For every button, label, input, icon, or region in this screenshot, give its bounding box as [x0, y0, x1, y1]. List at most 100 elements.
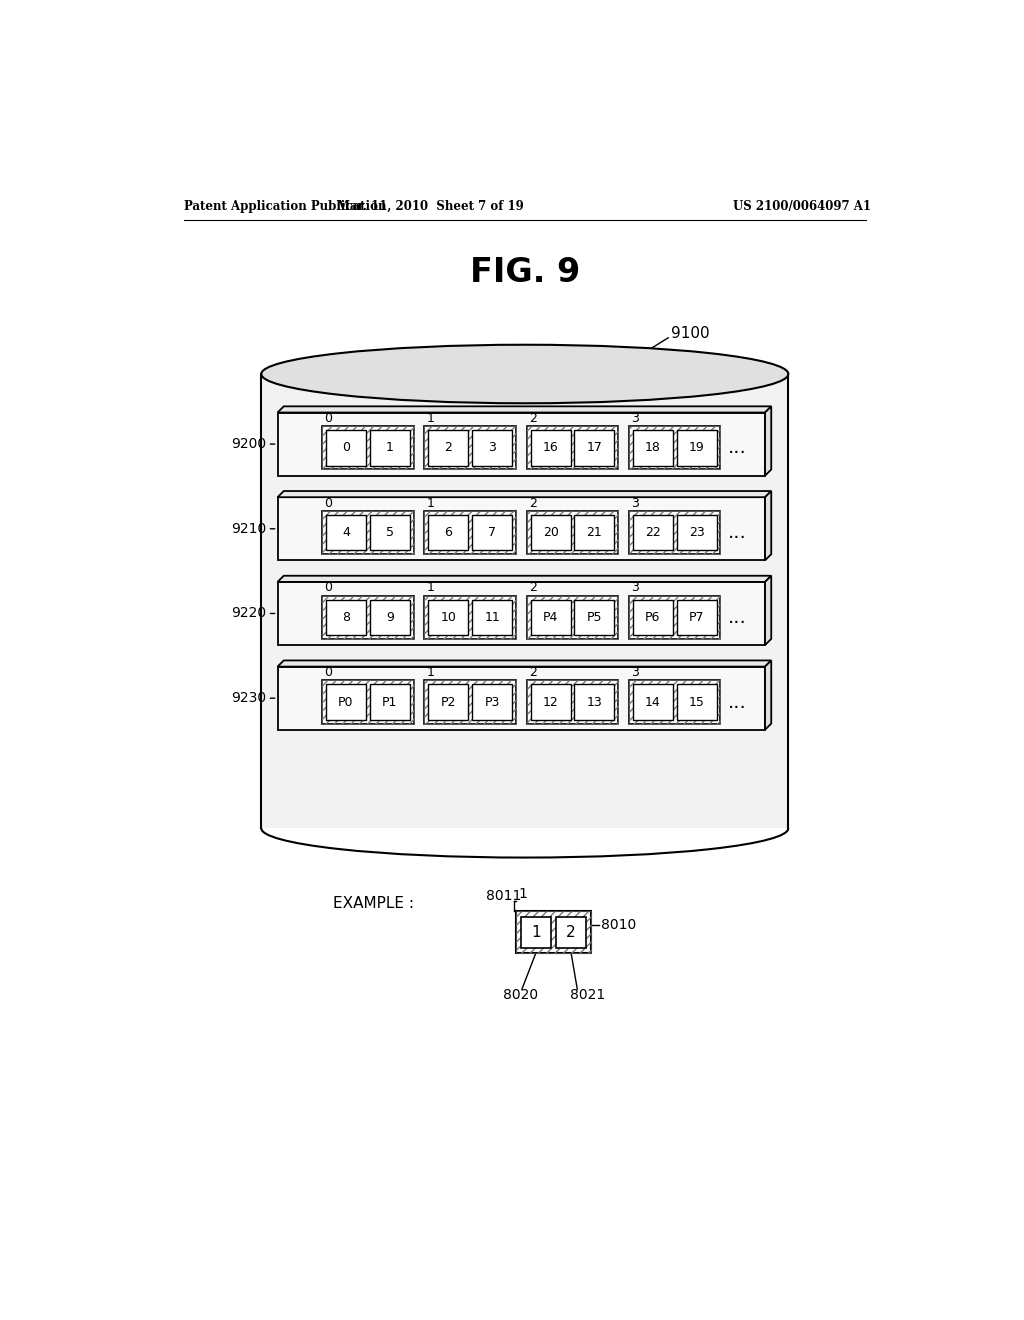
- Text: 3: 3: [632, 665, 639, 678]
- Text: 13: 13: [587, 696, 602, 709]
- Text: 10: 10: [440, 611, 457, 624]
- Bar: [370, 515, 410, 550]
- Bar: [424, 426, 516, 470]
- Text: 8020: 8020: [503, 989, 539, 1002]
- Text: P1: P1: [382, 696, 397, 709]
- Bar: [323, 426, 414, 470]
- Polygon shape: [261, 374, 788, 829]
- Bar: [633, 515, 673, 550]
- Polygon shape: [765, 491, 771, 561]
- Bar: [278, 582, 765, 645]
- Text: 8021: 8021: [569, 989, 605, 1002]
- Bar: [370, 430, 410, 466]
- Bar: [556, 917, 586, 948]
- Bar: [629, 511, 721, 554]
- Bar: [326, 515, 366, 550]
- Text: 1: 1: [427, 581, 434, 594]
- Bar: [526, 595, 618, 639]
- Bar: [530, 515, 570, 550]
- Bar: [323, 681, 414, 723]
- Text: ...: ...: [727, 607, 746, 627]
- Text: 7: 7: [488, 527, 496, 539]
- Text: EXAMPLE :: EXAMPLE :: [334, 896, 415, 911]
- Bar: [526, 595, 618, 639]
- Bar: [323, 681, 414, 723]
- Bar: [530, 684, 570, 719]
- Text: 3: 3: [632, 581, 639, 594]
- Text: 1: 1: [427, 412, 434, 425]
- Text: ...: ...: [727, 523, 746, 543]
- Text: P4: P4: [543, 611, 558, 624]
- Bar: [526, 681, 618, 723]
- Bar: [323, 511, 414, 554]
- Bar: [472, 599, 512, 635]
- Bar: [629, 595, 721, 639]
- Bar: [424, 511, 516, 554]
- Text: 9230: 9230: [230, 692, 266, 705]
- Text: Mar. 11, 2010  Sheet 7 of 19: Mar. 11, 2010 Sheet 7 of 19: [337, 199, 523, 213]
- Polygon shape: [765, 660, 771, 730]
- Bar: [428, 430, 468, 466]
- Text: US 2100/0064097 A1: US 2100/0064097 A1: [733, 199, 871, 213]
- Text: 1: 1: [531, 925, 541, 940]
- Bar: [424, 681, 516, 723]
- Polygon shape: [765, 576, 771, 645]
- Text: 1: 1: [386, 441, 393, 454]
- Bar: [677, 599, 717, 635]
- Text: 9: 9: [386, 611, 393, 624]
- Bar: [472, 684, 512, 719]
- Text: 2: 2: [529, 412, 537, 425]
- Bar: [629, 681, 721, 723]
- Polygon shape: [278, 576, 771, 582]
- Text: 2: 2: [529, 496, 537, 510]
- Text: 1: 1: [518, 887, 527, 900]
- Text: 6: 6: [444, 527, 453, 539]
- Bar: [323, 426, 414, 470]
- Polygon shape: [278, 660, 771, 667]
- Bar: [278, 667, 765, 730]
- Bar: [326, 684, 366, 719]
- Text: 8011: 8011: [486, 890, 521, 903]
- Text: 5: 5: [386, 527, 394, 539]
- Text: P6: P6: [645, 611, 660, 624]
- Bar: [574, 599, 614, 635]
- Bar: [633, 684, 673, 719]
- Polygon shape: [765, 407, 771, 475]
- Bar: [526, 681, 618, 723]
- Text: 11: 11: [484, 611, 500, 624]
- Text: FIG. 9: FIG. 9: [470, 256, 580, 289]
- Text: 21: 21: [587, 527, 602, 539]
- Bar: [323, 595, 414, 639]
- Text: P0: P0: [338, 696, 353, 709]
- Text: 3: 3: [488, 441, 496, 454]
- Bar: [629, 595, 721, 639]
- Text: 23: 23: [689, 527, 705, 539]
- Text: Patent Application Publication: Patent Application Publication: [183, 199, 386, 213]
- Text: 0: 0: [325, 412, 333, 425]
- Bar: [278, 413, 765, 475]
- Text: 22: 22: [645, 527, 660, 539]
- Text: 0: 0: [325, 581, 333, 594]
- Bar: [424, 426, 516, 470]
- Text: P7: P7: [689, 611, 705, 624]
- Polygon shape: [278, 491, 771, 498]
- Bar: [629, 681, 721, 723]
- Bar: [472, 430, 512, 466]
- Bar: [424, 681, 516, 723]
- Text: 3: 3: [632, 412, 639, 425]
- Text: ...: ...: [727, 438, 746, 458]
- Bar: [677, 515, 717, 550]
- Text: 16: 16: [543, 441, 558, 454]
- Bar: [526, 511, 618, 554]
- Bar: [428, 684, 468, 719]
- Text: 8010: 8010: [601, 919, 636, 932]
- Bar: [629, 426, 721, 470]
- Text: 2: 2: [444, 441, 453, 454]
- Bar: [629, 511, 721, 554]
- Bar: [530, 599, 570, 635]
- Bar: [526, 426, 618, 470]
- Text: 3: 3: [632, 496, 639, 510]
- Bar: [428, 599, 468, 635]
- Bar: [574, 515, 614, 550]
- Bar: [677, 430, 717, 466]
